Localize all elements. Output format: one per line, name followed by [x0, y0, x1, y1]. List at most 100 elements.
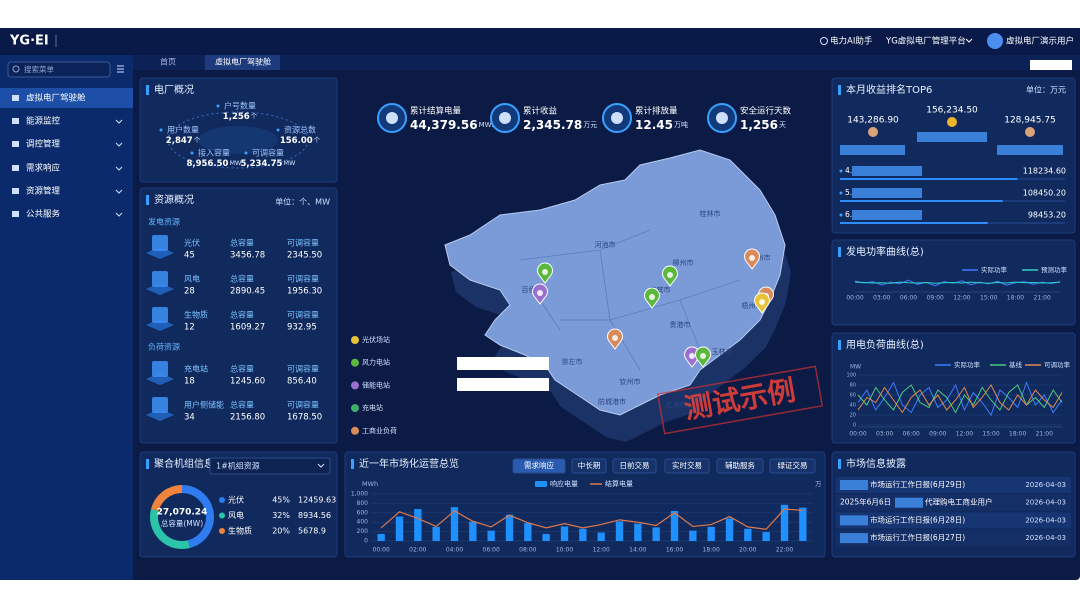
orbit — [167, 111, 309, 169]
rank-value: 118234.60 — [1023, 167, 1066, 176]
x-tick-label: 18:00 — [1009, 431, 1026, 438]
dot — [159, 128, 163, 132]
resource-count: 34 — [184, 413, 195, 423]
bar — [505, 514, 514, 541]
chart-tab-label: 日前交易 — [620, 460, 650, 470]
value-unit: 万吨 — [674, 120, 688, 129]
col-label: 可调容量 — [287, 310, 319, 320]
menu-active-bg — [0, 88, 133, 108]
percent-label: 32% — [272, 511, 290, 520]
redaction — [457, 378, 549, 391]
rank-value: 108450.20 — [1023, 189, 1066, 198]
y-tick-label: 600 — [357, 509, 369, 516]
map-marker-core — [689, 353, 695, 359]
legend-icon — [351, 426, 359, 435]
menu-item[interactable]: 调控管理 — [26, 139, 61, 150]
menu-item[interactable]: 虚拟电厂驾驶舱 — [26, 93, 86, 104]
kpi-icon — [499, 112, 511, 124]
x-tick-label: 09:00 — [927, 295, 944, 302]
chart-tab[interactable] — [664, 458, 710, 474]
menu-item[interactable]: 需求响应 — [26, 163, 61, 174]
panel-accent — [838, 340, 841, 350]
x-tick-label: 21:00 — [1034, 295, 1051, 302]
city-label: 防城港市 — [598, 397, 626, 406]
search-box[interactable] — [7, 61, 111, 78]
info-text: 代理购电工商业用户 — [925, 497, 993, 507]
x-tick-label: 15:00 — [982, 431, 999, 438]
chart-tab[interactable] — [612, 458, 657, 474]
rank-bar — [840, 222, 988, 224]
value-unit: MW — [229, 159, 242, 167]
line-series — [854, 281, 1061, 284]
map-marker-core — [542, 269, 548, 275]
bar — [670, 510, 679, 541]
panel-title: 本月收益排名TOP6 — [846, 83, 932, 96]
legend-dot — [219, 512, 225, 519]
dot — [839, 213, 843, 217]
chart-tab[interactable] — [571, 458, 607, 474]
y-tick-label: 100 — [846, 373, 856, 379]
active-tab — [205, 55, 280, 70]
resource-icon — [152, 271, 168, 287]
chart-tab[interactable] — [512, 458, 566, 474]
chart-tab-label: 需求响应 — [524, 460, 554, 470]
kpi-value: 1,256天 — [740, 118, 786, 132]
menu-icon — [12, 165, 19, 171]
line-series — [857, 384, 1063, 414]
bar — [744, 528, 752, 541]
x-tick-label: 00:00 — [846, 295, 863, 302]
y-tick-label: 60 — [850, 393, 856, 399]
menu-item[interactable]: 资源管理 — [26, 186, 61, 197]
podium-base — [917, 132, 987, 142]
city-label: 梧州市 — [742, 301, 763, 310]
chart-tab[interactable] — [769, 458, 816, 474]
x-tick-label: 10:00 — [556, 547, 573, 554]
resource-icon — [152, 235, 168, 251]
selector[interactable] — [209, 457, 331, 475]
resource-adjustable: 1956.30 — [287, 287, 322, 297]
list-row — [836, 512, 1071, 529]
percent-label: 20% — [272, 527, 290, 536]
x-tick-label: 06:00 — [903, 431, 920, 438]
resource-total: 2890.45 — [230, 287, 265, 297]
rank: 5. — [845, 188, 852, 197]
chart-tab[interactable] — [716, 458, 764, 474]
menu-item[interactable]: 公共服务 — [26, 209, 61, 220]
value-number: 156.00 — [280, 136, 313, 146]
x-tick-label: 15:00 — [980, 295, 997, 302]
kpi-label: 累计结算电量 — [410, 106, 462, 117]
menu-icon — [12, 141, 19, 147]
legend-label: 储能电站 — [362, 380, 390, 389]
bar — [377, 533, 385, 541]
resource-name: 生物质 — [184, 310, 208, 320]
menu-toggle — [117, 65, 124, 73]
bar — [487, 530, 495, 541]
resource-count: 45 — [184, 251, 195, 261]
legend-dot — [219, 528, 225, 534]
redaction — [840, 480, 868, 490]
value-number: 8,956.50 — [187, 159, 229, 169]
bar — [780, 504, 789, 541]
stat-label: 可调容量 — [252, 148, 284, 158]
resource-count: 28 — [184, 287, 195, 297]
legend-label: 工商业负荷 — [362, 426, 397, 435]
donut-segment — [151, 485, 183, 512]
legend-icon — [351, 381, 359, 390]
bar — [689, 530, 697, 541]
resource-adjustable: 932.95 — [287, 323, 317, 333]
axis-label: MWh — [362, 480, 378, 488]
rank-bar — [840, 178, 1018, 180]
stat-value: 8,956.50MW — [187, 159, 243, 169]
platform-switch[interactable]: YG虚拟电厂管理平台 — [885, 36, 966, 47]
resource-name: 充电站 — [184, 364, 208, 374]
x-tick-label: 00:00 — [373, 547, 390, 554]
info-text: 市场运行工作日报(6月29日) — [870, 479, 965, 489]
value-number: 12.45 — [635, 118, 673, 132]
menu-item[interactable]: 能源监控 — [26, 116, 61, 127]
stat-value: 156.00个 — [280, 136, 321, 146]
bar — [597, 532, 605, 541]
x-tick-label: 14:00 — [629, 547, 646, 554]
y-tick-label: 800 — [357, 500, 369, 507]
panel-accent — [838, 85, 841, 95]
